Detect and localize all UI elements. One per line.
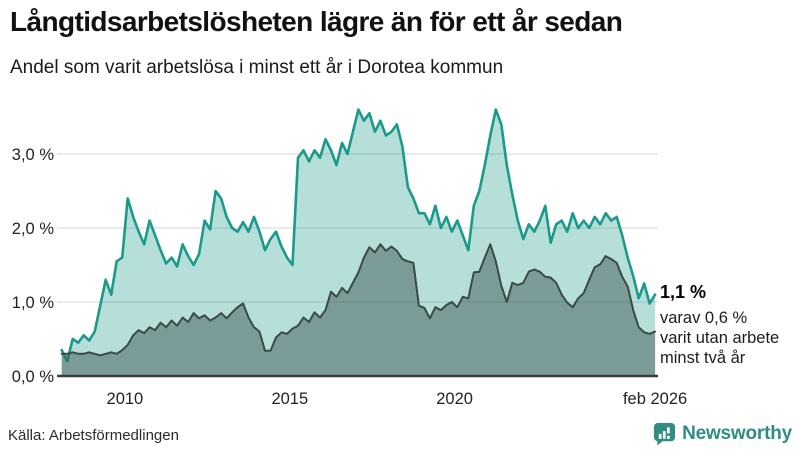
newsworthy-logo: Newsworthy — [653, 422, 792, 446]
brand-name: Newsworthy — [682, 423, 792, 444]
y-tick-label: 2,0 % — [12, 220, 55, 238]
annotation-detail: varav 0,6 % varit utan arbete minst två … — [660, 308, 800, 368]
source-credit: Källa: Arbetsförmedlingen — [8, 427, 179, 444]
end-value-annotation: 1,1 % varav 0,6 % varit utan arbete mins… — [660, 282, 800, 368]
annotation-line: minst två år — [660, 349, 746, 367]
chart-subtitle: Andel som varit arbetslösa i minst ett å… — [10, 57, 504, 78]
annotation-line: varit utan arbete — [660, 329, 780, 347]
area-minst-tva-ar — [61, 244, 656, 376]
line-minst-ett-ar — [60, 108, 657, 363]
x-tick-label: 2015 — [271, 390, 308, 408]
annotation-line: varav 0,6 % — [660, 309, 748, 327]
y-tick-label: 1,0 % — [12, 294, 55, 312]
latest-value-label: 1,1 % — [660, 282, 707, 302]
y-tick-label: 3,0 % — [12, 146, 55, 164]
y-tick-label: 0,0 % — [12, 368, 55, 386]
page-title: Långtidsarbetslösheten lägre än för ett … — [10, 6, 623, 37]
x-tick-label: 2020 — [436, 390, 473, 408]
newsworthy-bubble-chart-icon — [654, 422, 676, 446]
x-tick-label: feb 2026 — [623, 390, 687, 408]
line-minst-tva-ar — [60, 243, 657, 357]
x-tick-label: 2010 — [107, 390, 144, 408]
